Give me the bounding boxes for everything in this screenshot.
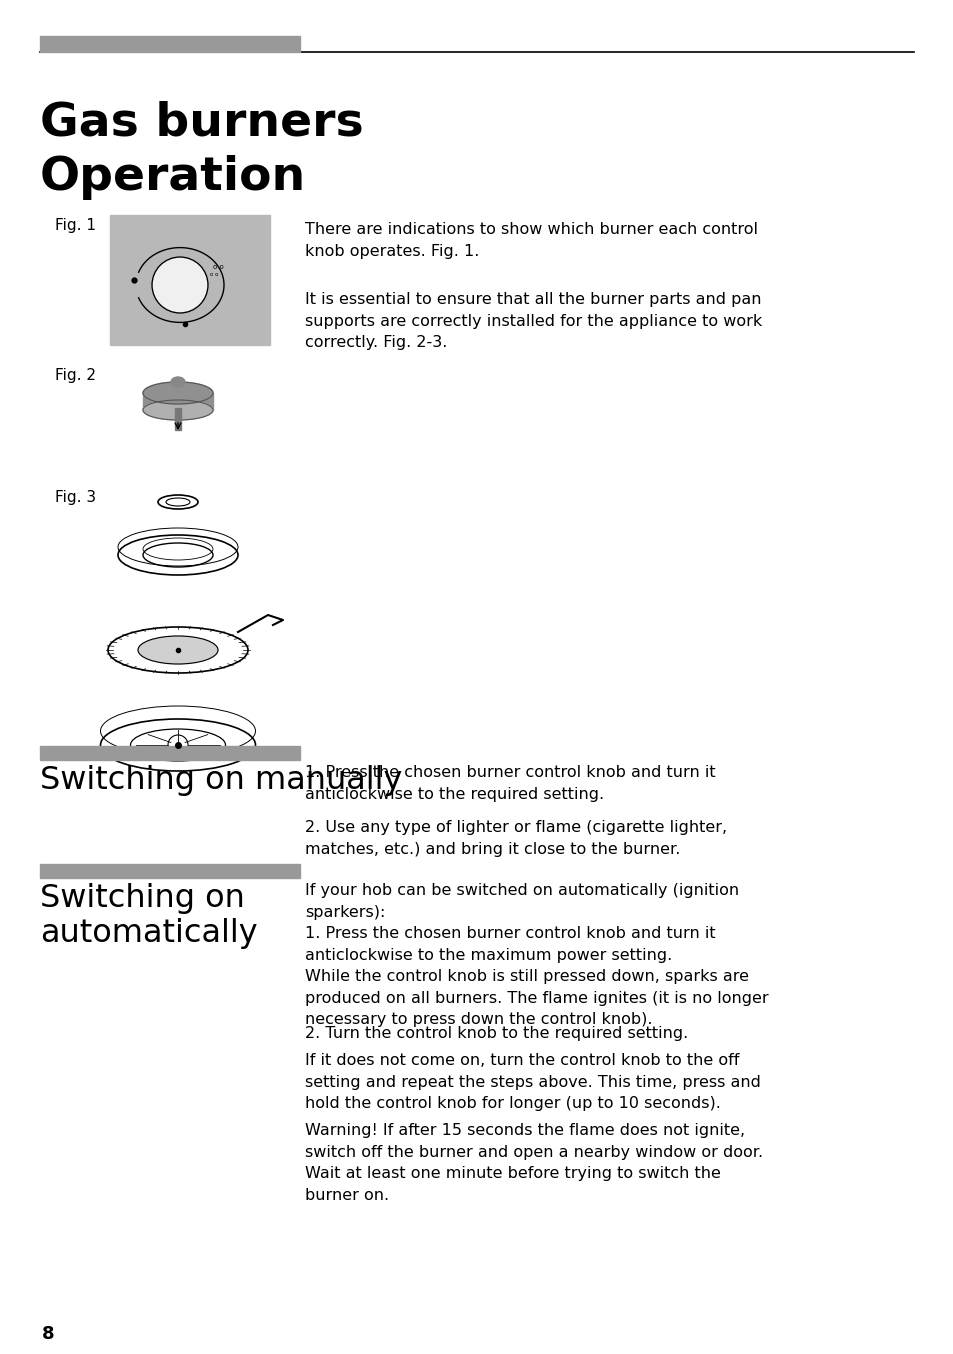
Text: 2. Turn the control knob to the required setting.: 2. Turn the control knob to the required…	[305, 1026, 687, 1041]
Text: If it does not come on, turn the control knob to the off
setting and repeat the : If it does not come on, turn the control…	[305, 1053, 760, 1112]
Text: There are indications to show which burner each control
knob operates. Fig. 1.: There are indications to show which burn…	[305, 222, 758, 259]
Ellipse shape	[143, 399, 213, 420]
Bar	[40, 37, 299, 51]
Circle shape	[152, 257, 208, 313]
Bar	[40, 864, 299, 877]
Bar	[174, 408, 181, 431]
Ellipse shape	[143, 382, 213, 403]
Text: o o: o o	[210, 272, 218, 278]
Ellipse shape	[171, 376, 185, 387]
Bar	[110, 215, 270, 345]
Text: It is essential to ensure that all the burner parts and pan
supports are correct: It is essential to ensure that all the b…	[305, 292, 761, 351]
Text: Operation: Operation	[40, 154, 306, 200]
Ellipse shape	[138, 636, 218, 663]
Text: 1. Press the chosen burner control knob and turn it
anticlockwise to the require: 1. Press the chosen burner control knob …	[305, 765, 715, 802]
Text: automatically: automatically	[40, 918, 257, 949]
Text: If your hob can be switched on automatically (ignition
sparkers):: If your hob can be switched on automatic…	[305, 883, 739, 919]
Text: Fig. 3: Fig. 3	[55, 490, 96, 505]
Text: Fig. 2: Fig. 2	[55, 368, 96, 383]
Text: Warning! If after 15 seconds the flame does not ignite,
switch off the burner an: Warning! If after 15 seconds the flame d…	[305, 1122, 762, 1202]
Bar	[143, 393, 213, 410]
Text: 1. Press the chosen burner control knob and turn it
anticlockwise to the maximum: 1. Press the chosen burner control knob …	[305, 926, 768, 1028]
Text: Switching on: Switching on	[40, 883, 245, 914]
Text: o o: o o	[213, 264, 224, 269]
Text: 2. Use any type of lighter or flame (cigarette lighter,
matches, etc.) and bring: 2. Use any type of lighter or flame (cig…	[305, 821, 726, 857]
Text: 8: 8	[42, 1326, 54, 1343]
Text: Fig. 1: Fig. 1	[55, 218, 96, 233]
Bar	[40, 746, 299, 760]
Text: Gas burners: Gas burners	[40, 100, 363, 145]
Text: Switching on manually: Switching on manually	[40, 765, 402, 796]
